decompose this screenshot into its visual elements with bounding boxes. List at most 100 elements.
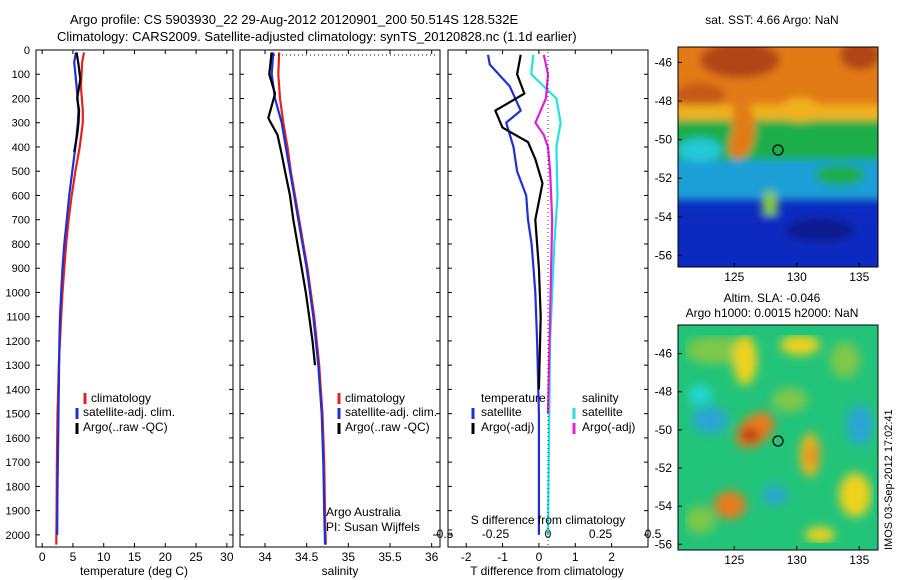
temperature-xlabel: temperature (deg C) — [80, 564, 188, 578]
legend-label-s-satellite: satellite — [582, 405, 623, 419]
series-line-t-satellite — [486, 54, 541, 535]
x-tick-label: -1 — [497, 550, 508, 564]
x-tick-label: 35.5 — [378, 550, 402, 564]
y-tick-label: 1700 — [6, 457, 30, 469]
x-tick-label: 15 — [128, 550, 142, 564]
series-line-climatology — [277, 52, 327, 545]
legend-label-climatology: climatology — [345, 391, 405, 405]
temperature-legend: climatology satellite-adj. clim. Argo(..… — [75, 391, 175, 434]
y-tick-label: 200 — [12, 93, 30, 105]
x-tick-label: 25 — [189, 550, 203, 564]
figure-title-line2: Climatology: CARS2009. Satellite-adjuste… — [57, 29, 577, 44]
sst-map-title: sat. SST: 4.66 Argo: NaN — [705, 13, 838, 27]
y-tick-label: 1900 — [6, 506, 30, 518]
x-tick-label: 0 — [536, 550, 543, 564]
y-tick-label: 900 — [12, 263, 30, 275]
map-y-tick-label: -50 — [655, 133, 673, 147]
series-line-satellite-adj-clim- — [270, 52, 327, 545]
map-y-tick-label: -52 — [655, 461, 673, 475]
legend-header-temperature: temperature — [481, 391, 546, 405]
y-tick-label: 400 — [12, 142, 30, 154]
y-tick-label: 1500 — [6, 409, 30, 421]
map-y-tick-label: -54 — [655, 499, 673, 513]
y-tick-label: 1800 — [6, 481, 30, 493]
temperature-axis-ticks: 0 5 10 15 20 25 300100200300400500600700800900… — [6, 45, 234, 564]
argo-australia-label: Argo Australia — [326, 505, 401, 519]
y-tick-label: 700 — [12, 215, 30, 227]
salinity-axis-ticks: 34 34.5 35 35.5 36 — [240, 49, 440, 564]
y-tick-label: 1200 — [6, 336, 30, 348]
legend-label-s-argo: Argo(-adj) — [582, 420, 635, 434]
pi-label: PI: Susan Wijffels — [326, 520, 420, 534]
x-tick-label: 10 — [97, 550, 111, 564]
top-x-tick-label: 0.25 — [589, 527, 613, 541]
map-x-tick-label: 130 — [787, 270, 807, 284]
map-y-tick-label: -46 — [655, 347, 673, 361]
difference-series — [486, 54, 562, 535]
imos-footer: IMOS 03-Sep-2012 17:02:41 — [883, 409, 895, 550]
series-line-satellite-adj-clim- — [56, 52, 80, 535]
y-tick-label: 1400 — [6, 384, 30, 396]
map-y-tick-label: -56 — [655, 537, 673, 551]
salinity-legend: climatology satellite-adj. clim. Argo(..… — [337, 391, 437, 434]
x-tick-label: 1 — [572, 550, 579, 564]
series-line-s-argo-adj- — [534, 54, 554, 414]
x-tick-label: 0 — [39, 550, 46, 564]
salinity-series — [267, 52, 327, 545]
map-y-tick-label: -54 — [655, 210, 673, 224]
map-y-tick-label: -50 — [655, 423, 673, 437]
legend-label-satellite: satellite-adj. clim. — [345, 405, 437, 419]
x-tick-label: 20 — [159, 550, 173, 564]
salinity-xlabel: salinity — [322, 564, 359, 578]
y-tick-label: 1000 — [6, 287, 30, 299]
legend-label-t-argo: Argo(-adj) — [481, 420, 534, 434]
sla-map-frame — [677, 324, 879, 551]
legend-header-salinity: salinity — [582, 391, 619, 405]
y-tick-label: 300 — [12, 118, 30, 130]
x-tick-label: 30 — [220, 550, 234, 564]
sst-argo-marker — [772, 144, 784, 156]
top-x-tick-label: -0.5 — [433, 527, 454, 541]
sla-argo-marker — [772, 435, 784, 447]
map-x-tick-label: 125 — [724, 270, 744, 284]
map-y-tick-label: -46 — [655, 55, 673, 69]
sst-map — [678, 47, 878, 267]
legend-label-satellite: satellite-adj. clim. — [83, 405, 175, 419]
x-tick-label: 34 — [258, 550, 272, 564]
sla-map — [678, 325, 878, 550]
y-tick-label: 1600 — [6, 433, 30, 445]
sst-map-ticks: 125 130 135 -46 -48 -50 -52 -54 -56 — [655, 55, 870, 284]
y-tick-label: 1300 — [6, 360, 30, 372]
x-tick-label: 35 — [342, 550, 356, 564]
y-tick-label: 0 — [24, 45, 30, 57]
x-tick-label: 36 — [425, 550, 439, 564]
y-tick-label: 2000 — [6, 530, 30, 542]
x-tick-label: -2 — [461, 550, 472, 564]
map-x-tick-label: 135 — [849, 553, 869, 567]
sla-map-ticks: 125 130 135 -46 -48 -50 -52 -54 -56 — [655, 347, 870, 567]
difference-panel-frame — [447, 49, 649, 548]
y-tick-label: 800 — [12, 239, 30, 251]
top-x-tick-label: 0.5 — [645, 527, 662, 541]
map-x-tick-label: 135 — [849, 270, 869, 284]
difference-axis-ticks: -2 -1 0 1 2-0.5 -0.25 0 0.25 0.5 — [433, 49, 662, 564]
series-line-t-argo-adj- — [494, 54, 544, 390]
map-x-tick-label: 130 — [787, 553, 807, 567]
sst-map-frame — [677, 46, 879, 268]
difference-top-title: S difference from climatology — [471, 513, 626, 527]
sla-map-title-line2: Argo h1000: 0.0015 h2000: NaN — [686, 306, 859, 320]
difference-xlabel: T difference from climatology — [470, 564, 624, 578]
y-tick-label: 600 — [12, 190, 30, 202]
top-x-tick-label: -0.25 — [482, 527, 510, 541]
x-tick-label: 2 — [608, 550, 615, 564]
series-line-argo-raw-qc- — [73, 52, 82, 152]
legend-label-argo: Argo(..raw -QC) — [83, 420, 168, 434]
sla-map-title-line1: Altim. SLA: -0.046 — [724, 291, 821, 305]
map-y-tick-label: -48 — [655, 94, 673, 108]
temperature-panel-frame — [35, 49, 234, 548]
figure-title-line1: Argo profile: CS 5903930_22 29-Aug-2012 … — [70, 12, 518, 27]
legend-label-climatology: climatology — [91, 391, 151, 405]
map-y-tick-label: -52 — [655, 171, 673, 185]
